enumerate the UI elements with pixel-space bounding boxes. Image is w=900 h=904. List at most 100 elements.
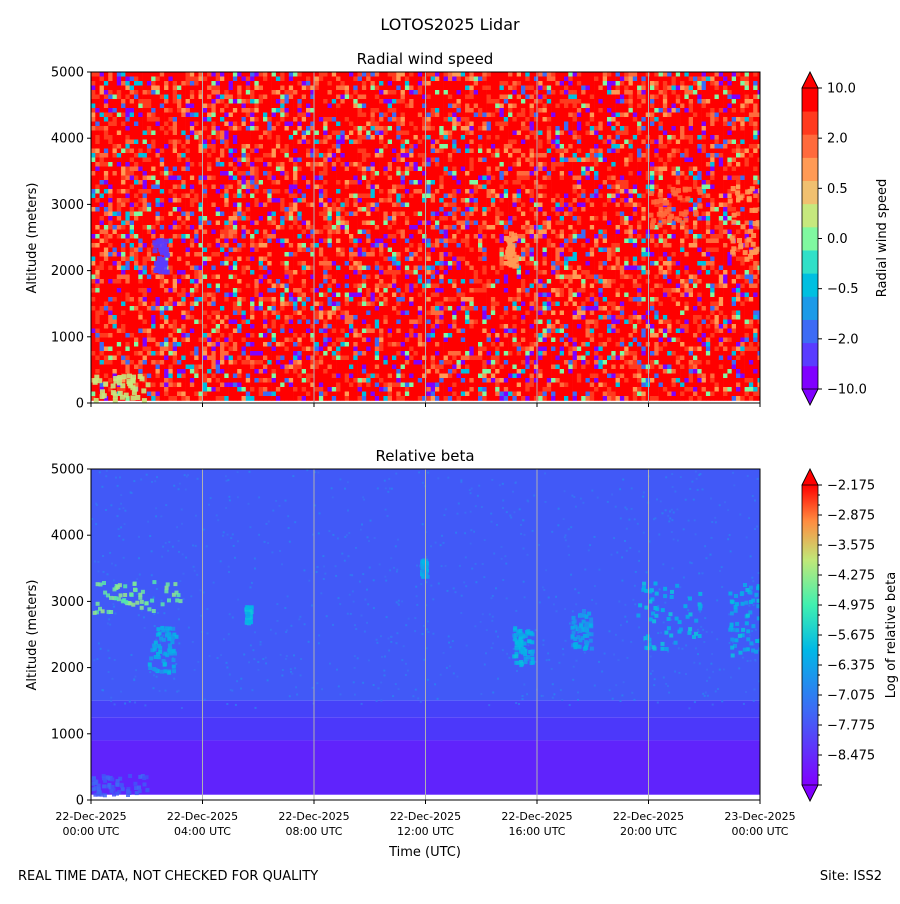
heatmap-cell — [159, 324, 165, 329]
heatmap-cell — [185, 171, 191, 176]
heatmap-cell — [108, 328, 113, 334]
heatmap-cell — [198, 153, 204, 158]
heatmap-cell — [344, 184, 350, 190]
heatmap-cell — [164, 346, 169, 352]
heatmap-cell — [280, 355, 285, 361]
heatmap-cell — [254, 103, 259, 109]
heatmap-cell — [241, 238, 247, 244]
heatmap-cell — [327, 211, 333, 217]
heatmap-cell — [172, 324, 178, 329]
heatmap-cell — [112, 130, 118, 136]
heatmap-cell — [189, 130, 195, 136]
heatmap-cell — [172, 139, 178, 145]
heatmap-cell — [181, 108, 186, 113]
heatmap-cell — [91, 243, 96, 248]
heatmap-cell — [349, 310, 354, 316]
heatmap-cell — [189, 117, 195, 122]
heatmap-cell — [258, 211, 264, 217]
heatmap-cell — [185, 364, 191, 370]
heatmap-cell — [254, 112, 259, 118]
heatmap-cell — [357, 387, 363, 392]
heatmap-cell — [258, 337, 264, 343]
heatmap-cell — [254, 378, 259, 383]
heatmap-cell — [370, 202, 376, 208]
heatmap-cell — [374, 171, 380, 176]
heatmap-cell — [215, 144, 221, 149]
heatmap-cell — [271, 112, 277, 118]
heatmap-cell — [185, 216, 191, 221]
heatmap-cell — [340, 216, 345, 221]
heatmap-cell — [108, 238, 113, 244]
heatmap-cell — [142, 373, 148, 379]
heatmap-cell — [125, 396, 130, 401]
heatmap-cell — [379, 103, 384, 109]
heatmap-cell — [211, 387, 216, 392]
heatmap-cell — [293, 324, 298, 329]
heatmap-cell — [336, 369, 341, 374]
heatmap-cell — [172, 202, 178, 208]
heatmap-cell — [121, 193, 126, 199]
heatmap-cell — [331, 130, 337, 136]
heatmap-cell — [189, 270, 195, 275]
heatmap-cell — [151, 103, 156, 109]
heatmap-cell — [263, 306, 268, 311]
heatmap-cell — [207, 355, 212, 361]
heatmap-cell — [306, 94, 311, 100]
heatmap-cell — [288, 139, 294, 145]
heatmap-cell — [284, 153, 290, 158]
heatmap-cell — [177, 193, 182, 199]
heatmap-cell — [361, 342, 367, 347]
heatmap-cell — [134, 328, 139, 334]
heatmap-cell — [220, 387, 225, 392]
heatmap-cell — [267, 126, 272, 131]
heatmap-cell — [370, 175, 376, 181]
heatmap-cell — [245, 99, 251, 104]
heatmap-cell — [370, 234, 376, 239]
heatmap-cell — [95, 225, 100, 230]
heatmap-cell — [275, 211, 281, 217]
heatmap-cell — [138, 126, 143, 131]
heatmap-cell — [95, 148, 100, 154]
heatmap-cell — [146, 220, 152, 226]
heatmap-cell — [340, 315, 345, 320]
heatmap-cell — [331, 328, 337, 334]
heatmap-cell — [275, 247, 281, 253]
heatmap-cell — [258, 234, 264, 239]
heatmap-cell — [151, 72, 156, 77]
heatmap-cell — [211, 211, 216, 217]
heatmap-cell — [306, 216, 311, 221]
heatmap-cell — [181, 306, 186, 311]
heatmap-cell — [284, 85, 290, 91]
heatmap-cell — [138, 346, 143, 352]
heatmap-cell — [293, 94, 298, 100]
heatmap-cell — [185, 283, 191, 289]
heatmap-cell — [185, 234, 191, 239]
heatmap-cell — [172, 153, 178, 158]
heatmap-cell — [353, 328, 358, 334]
heatmap-cell — [250, 216, 255, 221]
heatmap-cell — [379, 153, 384, 158]
heatmap-cell — [323, 382, 328, 388]
heatmap-cell — [91, 72, 96, 77]
heatmap-cell — [245, 270, 251, 275]
heatmap-cell — [155, 351, 161, 356]
heatmap-cell — [220, 153, 225, 158]
heatmap-cell — [142, 301, 148, 307]
heatmap-cell — [211, 148, 216, 154]
heatmap-cell — [181, 193, 186, 199]
heatmap-cell — [185, 112, 191, 118]
heatmap-cell — [232, 175, 238, 181]
heatmap-cell — [271, 297, 277, 302]
heatmap-cell — [374, 238, 380, 244]
heatmap-cell — [194, 265, 199, 271]
heatmap-cell — [349, 103, 354, 109]
heatmap-cell — [297, 247, 302, 253]
heatmap-cell — [116, 90, 122, 95]
heatmap-cell — [177, 288, 182, 293]
heatmap-cell — [344, 108, 350, 113]
heatmap-cell — [241, 148, 247, 154]
heatmap-cell — [318, 211, 324, 217]
heatmap-cell — [134, 166, 139, 172]
heatmap-cell — [116, 292, 122, 298]
heatmap-cell — [318, 328, 324, 334]
